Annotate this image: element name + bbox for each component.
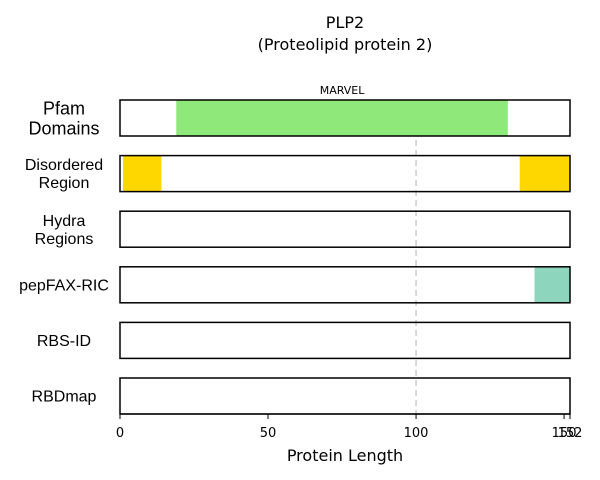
chart-subtitle: (Proteolipid protein 2) <box>258 35 433 54</box>
track-label-line: Pfam <box>43 98 85 118</box>
track-label: RBS-ID <box>37 333 91 350</box>
track-label: pepFAX-RIC <box>19 277 109 294</box>
track: pepFAX-RIC <box>19 266 571 304</box>
x-tick-label: 152 <box>558 426 583 441</box>
domain-label: MARVEL <box>320 84 366 97</box>
feature-segment <box>519 155 570 192</box>
track-label: Hydra Regions <box>35 213 94 248</box>
track-label-line: Hydra <box>43 213 86 230</box>
track-frame <box>119 266 571 304</box>
track: Hydra Regions <box>35 210 571 248</box>
track-frame <box>119 321 571 360</box>
track-frame <box>119 210 571 248</box>
track-label: Pfam Domains <box>28 98 99 138</box>
x-tick-label: 150 <box>552 426 577 441</box>
track-frame <box>119 377 571 415</box>
track-label-line: Regions <box>35 231 94 248</box>
track: MARVEL Pfam Domains <box>28 84 571 138</box>
track-label-line: Disordered <box>25 157 103 174</box>
track-label: Disordered Region <box>25 157 103 192</box>
x-axis-label: Protein Length <box>287 446 403 465</box>
track-label-line: RBS-ID <box>37 333 91 350</box>
feature-segment <box>534 266 570 303</box>
track: RBS-ID <box>37 321 571 360</box>
track-frame <box>119 99 571 137</box>
track-label-line: pepFAX-RIC <box>19 277 109 294</box>
track-label-line: Domains <box>28 118 99 138</box>
track: RBDmap <box>32 377 571 415</box>
x-tick-label: 100 <box>404 426 429 441</box>
x-tick-label: 0 <box>116 426 124 441</box>
track-label-line: Region <box>39 175 90 192</box>
feature-segment <box>122 155 162 192</box>
track-label-line: RBDmap <box>32 389 97 406</box>
chart-title: PLP2 <box>326 13 364 32</box>
track: Disordered Region <box>25 154 571 193</box>
track-frame <box>119 154 571 193</box>
track-label: RBDmap <box>32 389 97 406</box>
x-tick-label: 50 <box>260 426 277 441</box>
feature-segment <box>176 100 508 136</box>
